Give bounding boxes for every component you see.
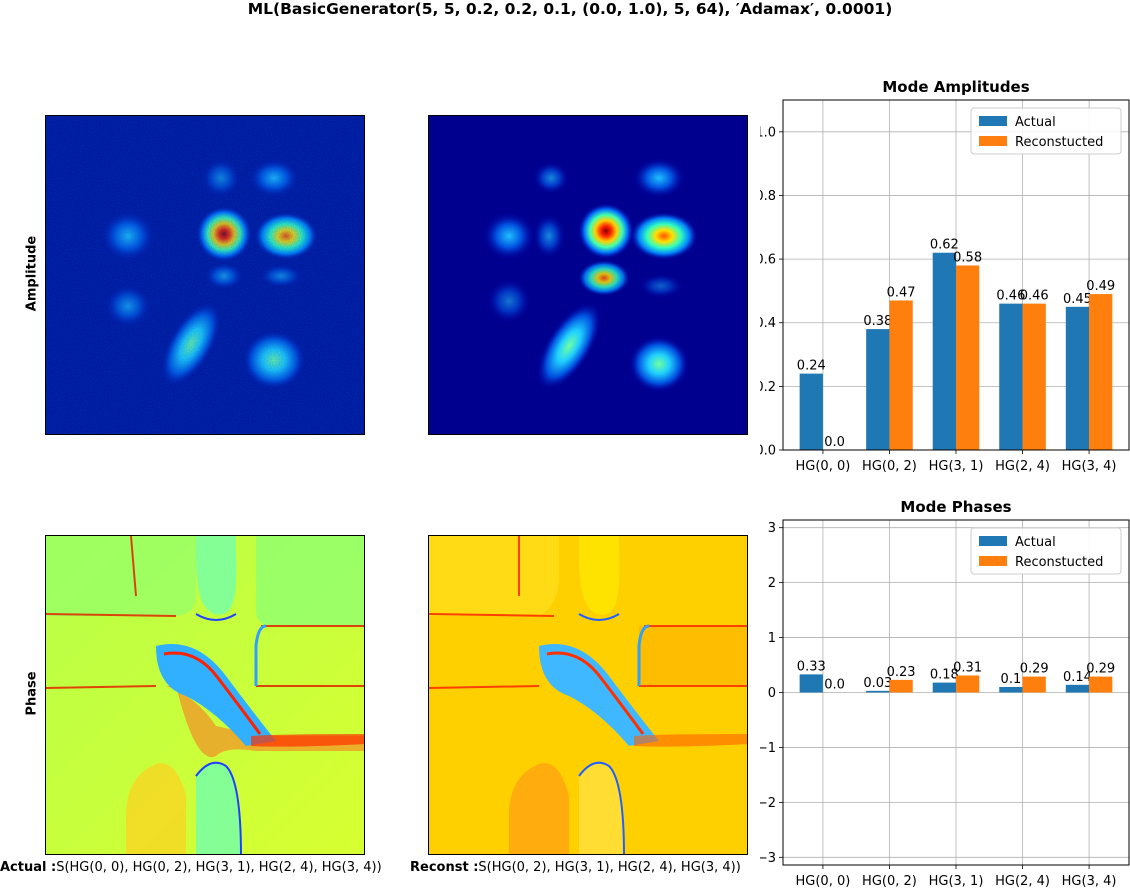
phases-bar-label: 0.23 (887, 665, 916, 680)
amplitudes-title: Mode Amplitudes (882, 78, 1029, 96)
amplitudes-bar-actual (866, 329, 890, 450)
phases-ytick-label: −2 (760, 796, 776, 811)
row-label-amplitude: Amplitude (24, 235, 40, 312)
phases-title: Mode Phases (900, 498, 1011, 516)
amplitudes-ytick-label: 1.0 (760, 125, 776, 140)
amplitudes-bar-reconstructed (1089, 294, 1113, 450)
phases-ytick-label: 2 (768, 576, 776, 591)
amplitudes-legend-label: Actual (1015, 115, 1056, 130)
phases-legend-label: Reconstucted (1015, 555, 1103, 570)
phases-bar-label: 0.31 (953, 660, 982, 675)
amplitudes-xtick-label: HG(3, 4) (1062, 459, 1117, 474)
amplitudes-bar-actual (1065, 306, 1090, 450)
amplitudes-bar-reconstructed (956, 265, 980, 450)
phases-bar-label: 0.0 (824, 678, 845, 693)
phases-xtick-label: HG(0, 2) (862, 874, 917, 889)
amplitudes-legend-swatch (979, 136, 1007, 146)
phases-xtick-label: HG(3, 1) (929, 874, 984, 889)
phases-bar-actual (799, 674, 823, 693)
phases-ytick-label: 3 (768, 521, 776, 536)
amplitudes-xtick-label: HG(0, 0) (796, 459, 851, 474)
actual-caption-prefix: Actual : (0, 860, 57, 875)
amplitudes-bar-label: 0.46 (996, 289, 1025, 304)
phases-bar-reconstructed (1089, 676, 1113, 693)
amplitudes-ytick-label: 0.2 (760, 380, 776, 395)
reconstructed-caption: Reconst :S(HG(0, 2), HG(3, 1), HG(2, 4),… (410, 860, 741, 875)
amplitudes-bar-actual (799, 373, 823, 450)
amplitudes-bar-reconstructed (889, 300, 913, 450)
phases-xtick-label: HG(2, 4) (995, 874, 1050, 889)
phases-legend-swatch (979, 556, 1007, 566)
amplitudes-bar-label: 0.38 (863, 314, 892, 329)
amplitudes-bar-label: 0.45 (1063, 292, 1092, 307)
amplitudes-bar-reconstructed (1022, 303, 1046, 450)
amplitudes-bar-label: 0.58 (953, 250, 982, 265)
phases-bar-label: 0.29 (1086, 662, 1115, 677)
phases-bar-label: 0.29 (1020, 662, 1049, 677)
phases-legend-label: Actual (1015, 535, 1056, 550)
phases-bar-actual (1065, 684, 1090, 693)
phases-bar-actual (932, 682, 956, 693)
reconstructed-phase-image (428, 535, 748, 855)
actual-caption: Actual :S(HG(0, 0), HG(0, 2), HG(3, 1), … (0, 860, 382, 875)
amplitudes-ytick-label: 0.0 (760, 444, 776, 459)
actual-amplitude-image (45, 115, 365, 435)
amplitudes-xtick-label: HG(2, 4) (995, 459, 1050, 474)
phases-legend-swatch (979, 536, 1007, 546)
phases-bar-actual (866, 690, 890, 693)
amplitudes-bar-label: 0.62 (930, 238, 959, 253)
amplitudes-legend (970, 107, 1122, 155)
mode-phases-chart: Mode Phases −3 −2 −1 0 1 2 3 0.33 0.03 0.18 0.1 0.14… (760, 498, 1130, 889)
phases-ytick-label: 0 (768, 686, 776, 701)
row-label-phase: Phase (24, 671, 40, 716)
phases-ytick-label: 1 (768, 631, 776, 646)
phases-bar-label: 0.18 (930, 668, 959, 683)
mode-amplitudes-chart: Mode Amplitudes 0.0 0.2 0.4 0.6 0.8 1.0 0.24 0.3… (760, 78, 1130, 474)
amplitudes-legend-label: Reconstucted (1015, 135, 1103, 150)
phases-bar-reconstructed (889, 679, 913, 693)
amplitudes-xtick-label: HG(0, 2) (862, 459, 917, 474)
phases-ytick-label: −3 (760, 851, 776, 866)
reconstructed-caption-prefix: Reconst : (410, 860, 479, 875)
amplitudes-ytick-label: 0.8 (760, 189, 776, 204)
amplitudes-xtick-label: HG(3, 1) (929, 459, 984, 474)
actual-phase-image (45, 535, 365, 855)
actual-caption-text: S(HG(0, 0), HG(0, 2), HG(3, 1), HG(2, 4)… (56, 860, 382, 875)
amplitudes-bar-actual (999, 303, 1023, 450)
amplitudes-ytick-label: 0.4 (760, 316, 776, 331)
phases-legend (970, 527, 1122, 575)
reconstructed-caption-text: S(HG(0, 2), HG(3, 1), HG(2, 4), HG(3, 4)… (478, 860, 741, 875)
figure-title: ML(BasicGenerator(5, 5, 0.2, 0.2, 0.1, (… (247, 0, 893, 18)
amplitudes-ytick-label: 0.6 (760, 253, 776, 268)
phases-bar-label: 0.33 (797, 659, 826, 674)
amplitudes-bar-label: 0.46 (1020, 289, 1049, 304)
amplitudes-bar-label: 0.49 (1086, 279, 1115, 294)
phases-ytick-label: −1 (760, 741, 776, 756)
amplitudes-bar-actual (932, 252, 956, 450)
amplitudes-bar-label: 0.24 (797, 359, 826, 374)
amplitudes-legend-swatch (979, 116, 1007, 126)
phases-bar-label: 0.14 (1063, 670, 1092, 685)
phases-xtick-label: HG(0, 0) (796, 874, 851, 889)
phases-xtick-label: HG(3, 4) (1062, 874, 1117, 889)
phases-bar-reconstructed (956, 675, 980, 693)
phases-bar-label: 0.1 (1001, 672, 1022, 687)
amplitudes-bar-label: 0.47 (887, 285, 916, 300)
phases-bar-label: 0.03 (863, 676, 892, 691)
phases-bar-reconstructed (1022, 676, 1046, 693)
phases-bar-actual (999, 687, 1023, 693)
reconstructed-amplitude-image (428, 115, 748, 435)
amplitudes-bar-label: 0.0 (824, 435, 845, 450)
